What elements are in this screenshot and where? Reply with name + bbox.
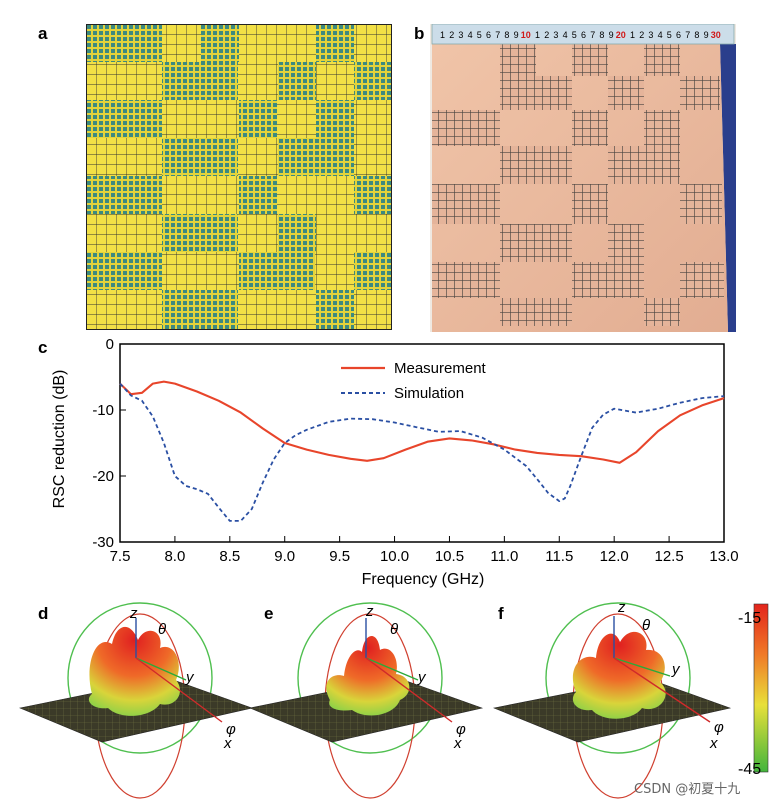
ruler-digit: 7 [495,30,500,40]
metasurface-layout-image [86,24,392,330]
panel-label-c: c [38,338,48,357]
ruler-digit: 7 [590,30,595,40]
axis-label-y: y [417,669,427,686]
panel-label-b: b [414,24,425,43]
x-tick-label: 11.0 [490,548,518,565]
ruler-digit: 5 [477,30,482,40]
ruler-digit: 9 [609,30,614,40]
axis-label-z: z [617,599,626,616]
ruler-digit: 4 [468,30,473,40]
colorbar-min-label: -45 [738,761,761,778]
phi-label: φ [226,721,236,738]
ruler-digit: 2 [639,30,644,40]
panel-label-e: e [264,604,274,623]
x-tick-label: 12.0 [600,548,629,565]
ruler-digit: 3 [458,30,463,40]
ruler-digit: 9 [514,30,519,40]
rsc-reduction-chart: 7.5 8.0 8.5 9.0 9.5 10.0 10.5 11.0 11.5 12.0 12.5 1… [51,336,739,588]
panel-label-d: d [38,604,49,623]
x-tick-label: 10.5 [435,548,464,565]
ruler-digit: 3 [648,30,653,40]
x-tick-label: 12.5 [654,548,683,565]
ruler-digit: 7 [685,30,690,40]
y-tick-label: -20 [92,468,114,485]
ruler-digit: 8 [694,30,699,40]
ruler-digit: 8 [504,30,509,40]
pattern-f: z y x θ φ [492,599,732,799]
y-tick-label: 0 [106,336,114,353]
y-tick-label: -10 [92,402,114,419]
series-layer [119,380,725,522]
ruler-digit: 4 [563,30,568,40]
y-tick-label: -30 [92,534,114,551]
checker-cells [86,24,392,330]
x-tick-label: 9.0 [274,548,295,565]
ruler-red-mark: 20 [616,30,626,40]
series-line-simulation [119,382,725,522]
ticks: 7.5 8.0 8.5 9.0 9.5 10.0 10.5 11.0 11.5 12.0 12.5 1… [92,336,738,565]
x-tick-label: 7.5 [110,548,131,565]
ruler [431,24,735,45]
x-tick-label: 9.5 [329,548,350,565]
axis-label-z: z [365,603,374,620]
radiation-patterns: z y x θ φ z y x θ φ z y x θ φ -15 -45 [18,599,769,799]
phi-label: φ [714,719,724,736]
axis-label-y: y [185,669,195,686]
ruler-digit: 9 [704,30,709,40]
pattern-d: z y x θ φ [18,602,254,799]
series-line-measurement [119,380,725,464]
axis-label-x: x [453,735,462,752]
axis-label-x: x [223,735,232,752]
ruler-digit: 1 [440,30,445,40]
theta-label: θ [642,617,650,634]
ruler-marks: 1 2 3 4 5 6 7 8 9 10 1 2 3 4 5 6 7 8 9 20 1 2 3 4 5 6 7 8 9 30 [440,30,721,40]
y-axis-label: RSC reduction (dB) [51,370,68,509]
axis-label-y: y [671,661,681,678]
theta-label: θ [390,621,398,638]
x-tick-label: 11.5 [545,548,573,565]
legend-label-simulation: Simulation [394,385,464,402]
ruler-digit: 1 [535,30,540,40]
x-axis-label: Frequency (GHz) [362,571,485,588]
legend: Measurement Simulation [341,360,487,402]
x-tick-label: 8.0 [164,548,185,565]
photo-checker-cells [432,44,724,326]
watermark: CSDN @初夏十九 [634,782,741,797]
ruler-digit: 2 [544,30,549,40]
blue-background [720,44,736,332]
ruler-digit: 5 [572,30,577,40]
ruler-digit: 6 [676,30,681,40]
colorbar-max-label: -15 [738,610,761,627]
ruler-digit: 6 [581,30,586,40]
phi-label: φ [456,721,466,738]
pattern-e: z y x θ φ [248,602,484,799]
x-tick-label: 10.0 [380,548,409,565]
x-tick-label: 13.0 [709,548,738,565]
ruler-digit: 4 [658,30,663,40]
panel-label-a: a [38,24,48,43]
ruler-digit: 8 [599,30,604,40]
ruler-digit: 2 [449,30,454,40]
theta-label: θ [158,621,166,638]
axis-label-z: z [129,605,138,622]
ruler-red-mark: 10 [521,30,531,40]
legend-label-measurement: Measurement [394,360,487,377]
ruler-digit: 3 [553,30,558,40]
x-tick-label: 8.5 [219,548,240,565]
fabricated-sample-photo: 1 2 3 4 5 6 7 8 9 10 1 2 3 4 5 6 7 8 9 20 1 2 3 4 5 6 7 8 9 30 [430,24,736,332]
colorbar [753,603,769,773]
ruler-digit: 5 [667,30,672,40]
panel-label-f: f [498,604,504,623]
axis-label-x: x [709,735,718,752]
ruler-digit: 1 [630,30,635,40]
ruler-red-mark: 30 [711,30,721,40]
ruler-digit: 6 [486,30,491,40]
